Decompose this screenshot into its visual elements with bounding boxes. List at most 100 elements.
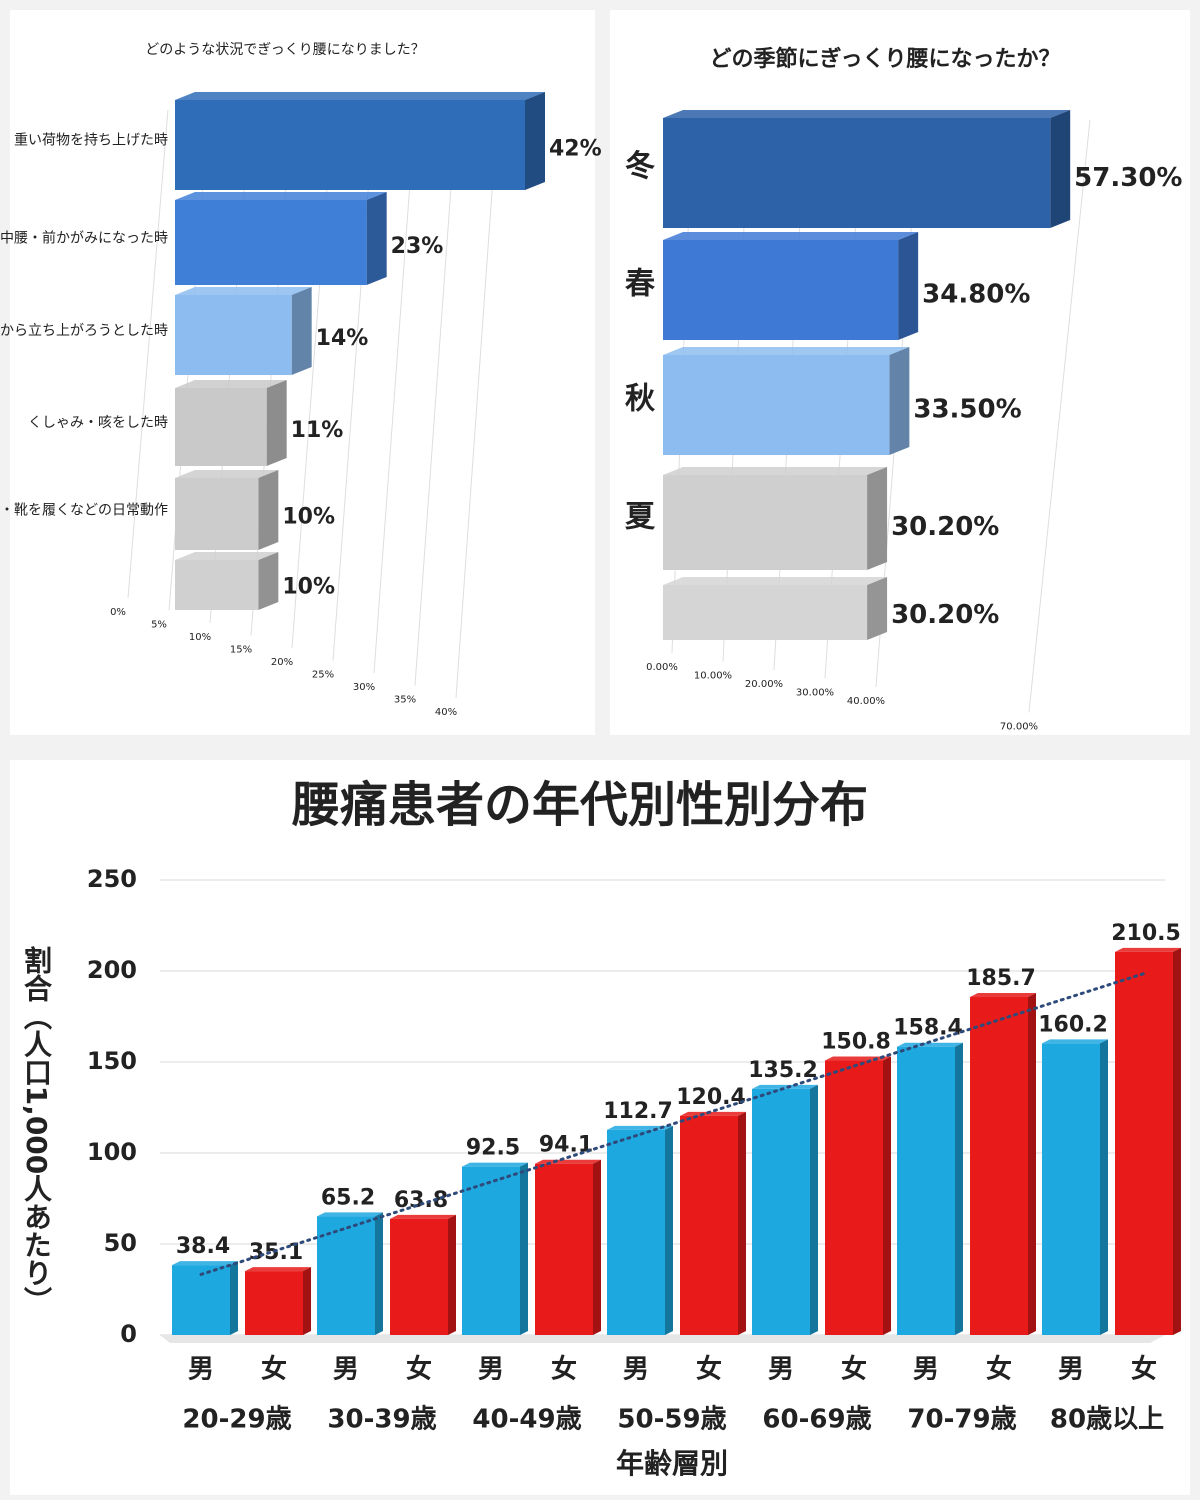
category-label: 夏 [625,499,656,534]
value-label: 160.2 [1038,1012,1108,1037]
bar [175,388,267,466]
bar [680,1115,738,1335]
x-tick-label: 70.00% [1000,722,1038,733]
bar [390,1218,448,1335]
x-tick-label: 40% [435,707,457,718]
bar-side [230,1261,238,1335]
bar-top [663,577,888,585]
bar-side [665,1125,673,1335]
x-tick-label: 80歳以上 [1050,1405,1164,1435]
bar [607,1129,665,1335]
value-label: 10% [282,575,335,600]
bar-top [663,347,910,355]
bar-top [175,552,279,560]
legend-label: 男 [188,1355,214,1385]
bar-side [366,192,387,285]
bar-top [462,1162,528,1167]
x-tick-label: 20-29歳 [182,1405,291,1435]
x-tick-label: 25% [312,670,334,681]
bar-top [175,380,287,388]
legend-label: 男 [623,1355,649,1385]
grid-line [414,109,458,686]
bar-side [258,552,279,610]
bar-top [317,1212,383,1217]
value-label: 42% [549,137,602,162]
value-label: 135.2 [748,1058,818,1083]
bar-top [970,993,1036,998]
bar [462,1166,520,1335]
grid-line [127,109,169,599]
bar [175,200,367,285]
bar-top [175,470,279,478]
value-label: 34.80% [922,280,1030,310]
bar-top [663,467,888,475]
legend-label: 女 [261,1354,287,1385]
bar-side [525,92,545,190]
x-tick-label: 30% [353,682,375,693]
bar-side [810,1084,818,1335]
x-tick-label: 30.00% [796,688,834,699]
bar-side [889,347,910,455]
bar [317,1216,375,1335]
x-tick-label: 35% [394,695,416,706]
bar [175,295,292,375]
bar [535,1163,593,1335]
legend-label: 男 [768,1355,794,1385]
bar [663,118,1051,228]
bar-side [867,467,888,570]
x-tick-label: 10.00% [694,671,732,682]
floor [160,1335,1165,1343]
bar-side [1173,947,1181,1335]
y-tick-label: 100 [87,1138,137,1166]
bar-top [175,192,387,200]
x-axis-label: 年齢層別 [616,1447,728,1480]
legend-label: 男 [333,1355,359,1385]
bar [663,240,899,340]
value-label: 11% [291,418,344,443]
x-tick-label: 0% [110,607,126,618]
chart-title: どのような状況でぎっくり腰になりました？ [145,42,424,58]
bar [245,1271,303,1335]
y-tick-label: 0 [120,1320,137,1348]
y-tick-label: 50 [104,1229,137,1257]
bar-top [663,110,1071,118]
x-tick-label: 20% [271,657,293,668]
bar-top [1042,1039,1108,1044]
bar [825,1060,883,1335]
bar [1115,951,1173,1335]
chart-title: 腰痛患者の年代別性別分布 [292,777,868,833]
category-label: 重い荷物を持ち上げた時 [14,133,168,149]
bar-side [266,380,287,466]
bar-side [303,1267,311,1335]
bar-side [291,287,312,375]
bar-side [1050,110,1071,228]
value-label: 30.20% [891,600,999,630]
grid-line [1028,119,1091,713]
value-label: 30.20% [891,512,999,542]
value-label: 158.4 [893,1016,963,1041]
value-label: 185.7 [966,966,1036,991]
bar [172,1265,230,1335]
bar-side [375,1212,383,1335]
value-label: 65.2 [321,1185,375,1210]
legend-label: 男 [478,1355,504,1385]
category-label: 春 [625,267,655,302]
bar-top [663,232,919,240]
value-label: 92.5 [466,1136,520,1161]
x-tick-label: 5% [151,620,167,631]
x-tick-label: 15% [230,645,252,656]
bar-top [680,1111,746,1116]
bar-side [520,1162,528,1335]
bar-top [390,1214,456,1219]
bar [175,560,259,610]
x-tick-label: 20.00% [745,679,783,690]
trendline [199,972,1146,1276]
bar [663,475,868,570]
bar [752,1088,810,1335]
x-tick-label: 40.00% [847,696,885,707]
grid-line [373,109,416,674]
category-label: 秋 [625,382,655,417]
legend-label: 女 [551,1354,577,1385]
legend-label: 男 [913,1355,939,1385]
